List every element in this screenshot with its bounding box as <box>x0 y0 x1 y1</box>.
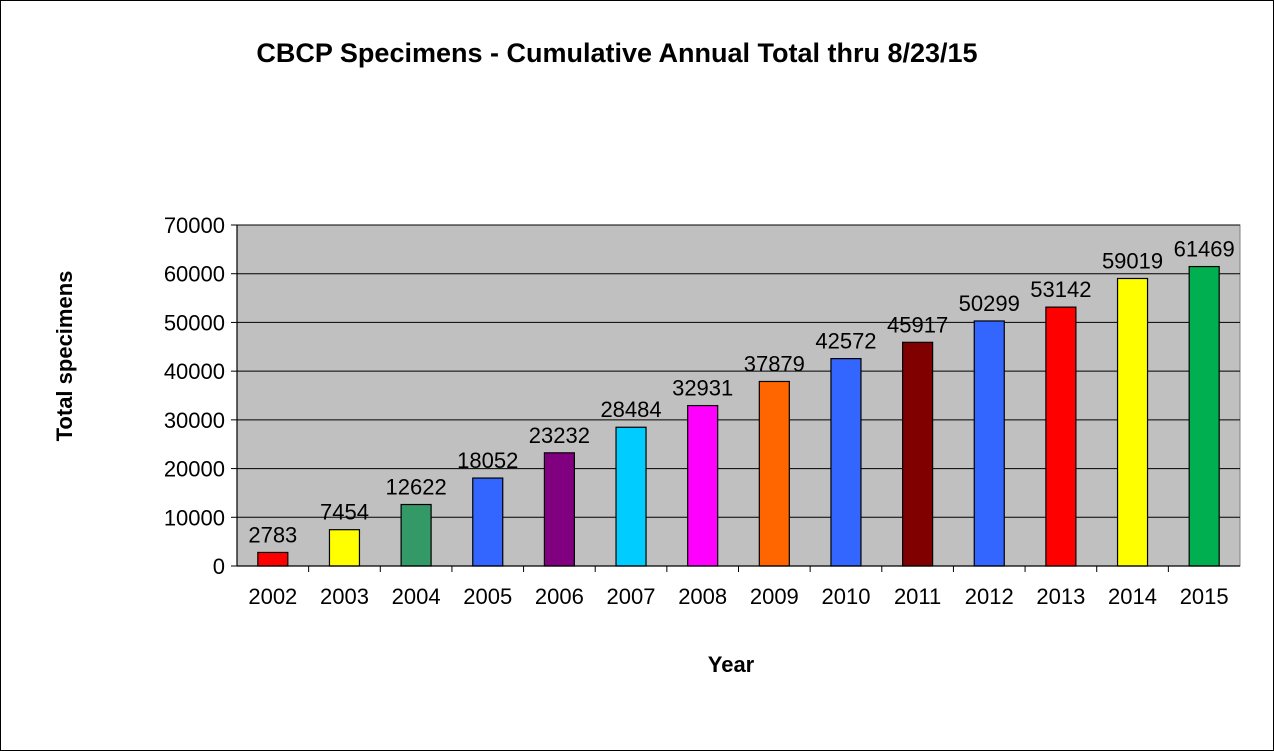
bar-2014 <box>1116 277 1149 567</box>
x-axis-ticks: 2002 2003 2004 2005 2006 2007 2008 2009 2010 2011… <box>248 566 1229 609</box>
data-label-2012: 50299 <box>959 291 1020 316</box>
data-label-2004: 12622 <box>386 475 447 500</box>
x-tick-label: 2015 <box>1180 584 1229 609</box>
data-label-2003: 7454 <box>320 500 369 525</box>
bar-2015 <box>1188 265 1220 567</box>
bar-2004 <box>400 503 432 567</box>
bar-2003 <box>328 529 361 567</box>
x-tick-label: 2012 <box>965 584 1014 609</box>
x-tick-label: 2008 <box>678 584 727 609</box>
bar-2012 <box>973 320 1005 567</box>
y-axis-title: Total specimens <box>52 271 77 442</box>
x-tick-label: 2002 <box>248 584 297 609</box>
data-label-2006: 23232 <box>529 423 590 448</box>
bars <box>257 265 1220 567</box>
y-tick-label: 50000 <box>164 310 225 335</box>
bar-2002 <box>257 551 289 567</box>
y-tick-label: 70000 <box>164 213 225 238</box>
data-label-2002: 2783 <box>248 522 297 547</box>
bar-2005 <box>472 477 504 567</box>
x-tick-label: 2010 <box>821 584 870 609</box>
data-label-2005: 18052 <box>457 448 518 473</box>
data-label-2014: 59019 <box>1102 248 1163 273</box>
y-tick-label: 0 <box>213 554 225 579</box>
x-tick-label: 2006 <box>535 584 584 609</box>
bar-2010 <box>830 358 862 567</box>
y-tick-label: 10000 <box>164 505 225 530</box>
bar-2011 <box>902 341 934 567</box>
y-tick-label: 30000 <box>164 408 225 433</box>
data-labels: 2783 7454 12622 18052 23232 28484 32931 37879 42… <box>248 237 1234 548</box>
bar-2009 <box>758 380 790 567</box>
y-tick-label: 40000 <box>164 359 225 384</box>
x-tick-label: 2014 <box>1108 584 1157 609</box>
y-tick-label: 60000 <box>164 262 225 287</box>
x-axis-title: Year <box>708 652 755 677</box>
bar-2007 <box>615 426 647 567</box>
x-tick-label: 2011 <box>894 584 941 609</box>
x-tick-label: 2009 <box>750 584 799 609</box>
bar-2013 <box>1045 306 1077 567</box>
bar-2006 <box>543 452 575 567</box>
y-tick-label: 20000 <box>164 457 225 482</box>
bar-2008 <box>687 404 719 567</box>
data-label-2010: 42572 <box>815 329 876 354</box>
data-label-2013: 53142 <box>1030 277 1091 302</box>
x-tick-label: 2004 <box>392 584 441 609</box>
data-label-2011: 45917 <box>887 312 948 337</box>
x-tick-label: 2005 <box>463 584 512 609</box>
data-label-2007: 28484 <box>600 397 661 422</box>
x-tick-label: 2007 <box>607 584 656 609</box>
data-label-2008: 32931 <box>672 376 733 401</box>
x-tick-label: 2013 <box>1036 584 1085 609</box>
y-axis-ticks: 0 10000 20000 30000 40000 50000 60000 70000 <box>164 213 237 579</box>
chart-title: CBCP Specimens - Cumulative Annual Total… <box>256 38 977 68</box>
data-label-2015: 61469 <box>1174 237 1235 262</box>
x-tick-label: 2003 <box>320 584 369 609</box>
data-label-2009: 37879 <box>744 351 805 376</box>
